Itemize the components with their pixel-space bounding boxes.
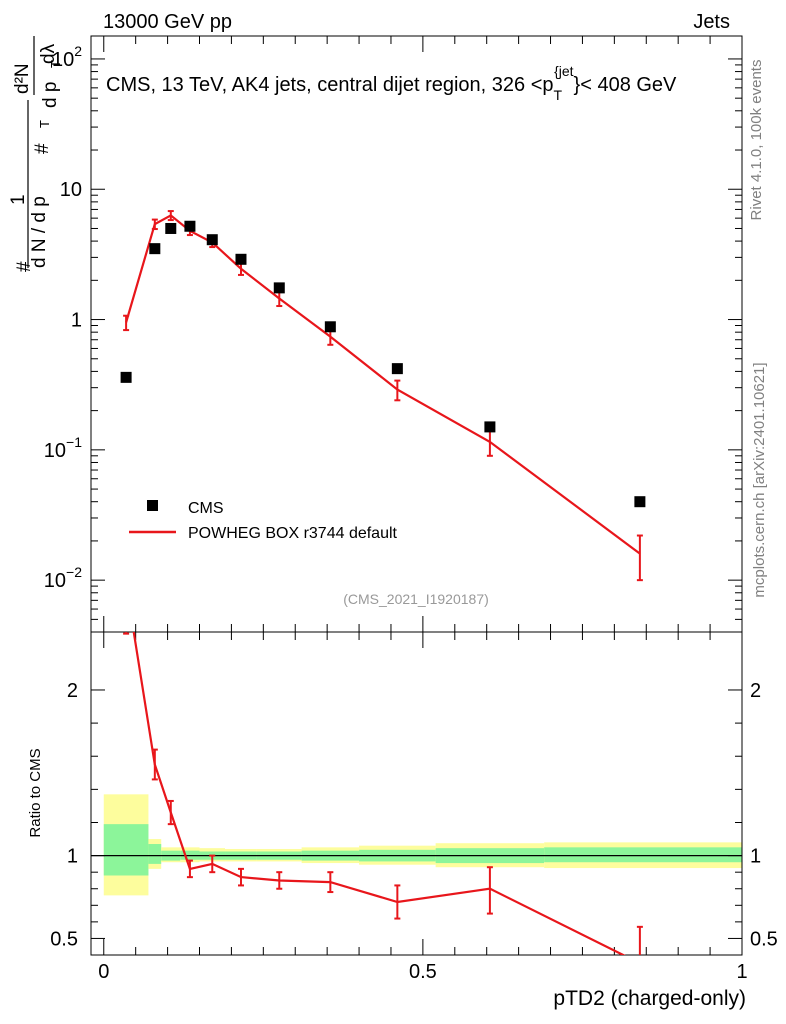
energy-label: 13000 GeV pp	[103, 11, 232, 33]
ratio-panel-frame	[90, 631, 743, 956]
ratio-x-tick-label: 0	[98, 961, 109, 983]
cms-data-point	[484, 421, 496, 433]
main-y-tick-label: 102	[52, 43, 82, 71]
ratio-x-tick-label: 0.5	[409, 961, 437, 983]
main-data-series	[120, 220, 646, 508]
cms-data-point	[120, 371, 132, 383]
ratio-band-inner	[103, 824, 149, 876]
ratio-band-inner	[148, 844, 162, 864]
ratio-x-tick-label: 1	[736, 961, 747, 983]
main-y-tick-label: 10−1	[44, 434, 82, 462]
svg-text:dλ: dλ	[38, 43, 59, 64]
cms-data-point	[324, 321, 336, 333]
ratio-mc-line	[132, 632, 626, 955]
cms-data-point	[165, 222, 177, 234]
main-x-ticks	[103, 36, 743, 632]
ratio-y-axis: 0.5 0.5 1 1 2 2	[50, 680, 778, 950]
ratio-uncertainty-bands	[103, 794, 742, 896]
ratio-y-tick-label-left: 1	[67, 846, 78, 868]
main-panel-frame	[90, 35, 743, 633]
legend-label-mc: POWHEG BOX r3744 default	[188, 525, 398, 542]
process-label: Jets	[693, 11, 730, 33]
ratio-y-tick-label-left: 0.5	[50, 928, 78, 950]
ratio-y-tick-label-left: 2	[67, 680, 78, 702]
ratio-mc-series	[123, 632, 643, 955]
main-y-tick-label: 1	[71, 310, 82, 332]
ratio-band-inner	[544, 847, 742, 863]
source-label: mcplots.cern.ch [arXiv:2401.10621]	[751, 362, 768, 597]
ratio-y-tick-label-right: 1	[750, 846, 761, 868]
ratio-y-tick-label-right: 0.5	[750, 928, 778, 950]
cms-data-point	[149, 243, 161, 255]
rivet-version-label: Rivet 4.1.0, 100k events	[748, 60, 765, 221]
ratio-y-axis-label: Ratio to CMS	[27, 748, 44, 837]
main-y-axis-label: # 1 d N / d p T d²N # d p T dλ	[8, 36, 63, 272]
cms-data-point	[391, 363, 403, 375]
main-y-tick-label: 10−2	[44, 564, 82, 592]
svg-text:T: T	[48, 60, 63, 68]
ratio-x-axis: 0 0.5 1	[98, 632, 748, 983]
main-y-axis: 10−2 10−1 1 10 102	[44, 43, 742, 633]
svg-text:d p: d p	[40, 82, 61, 108]
ratio-y-tick-label-right: 2	[750, 680, 761, 702]
cms-data-point	[184, 220, 196, 232]
legend-label-cms: CMS	[188, 500, 224, 517]
legend: CMS POWHEG BOX r3744 default	[129, 500, 398, 542]
cms-data-point	[235, 253, 247, 265]
cms-data-point	[634, 496, 646, 508]
svg-text:1: 1	[8, 194, 29, 205]
legend-marker-cms	[147, 500, 158, 511]
main-y-tick-label: 10	[60, 179, 82, 201]
x-axis-label: pTD2 (charged-only)	[553, 987, 746, 1010]
svg-text:#: #	[32, 143, 53, 154]
cms-data-point	[206, 234, 218, 246]
svg-text:d²N: d²N	[12, 63, 33, 94]
cms-data-point	[273, 282, 285, 294]
svg-text:T: T	[37, 120, 52, 128]
analysis-watermark: (CMS_2021_I1920187)	[343, 591, 489, 607]
svg-text:d N / d p: d N / d p	[29, 196, 50, 268]
svg-text:#: #	[14, 261, 35, 272]
plot-title: CMS, 13 TeV, AK4 jets, central dijet reg…	[106, 63, 677, 103]
